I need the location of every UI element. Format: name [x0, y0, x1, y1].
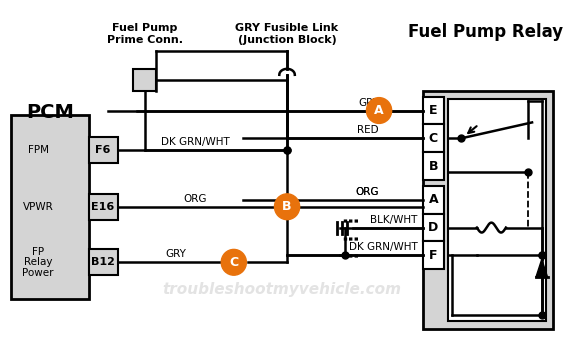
Text: A: A [429, 193, 438, 206]
Bar [423, 124, 444, 152]
Text: D: D [428, 221, 438, 234]
Text: ⋮⋮⋮: ⋮⋮⋮ [336, 203, 354, 257]
Polygon shape [536, 259, 548, 277]
Bar [423, 214, 444, 241]
Bar [133, 69, 157, 91]
Text: B12: B12 [91, 257, 115, 267]
Text: VPWR: VPWR [23, 202, 53, 212]
Bar [89, 250, 118, 275]
Bar [423, 152, 444, 180]
Bar [423, 97, 444, 124]
Bar [448, 99, 546, 321]
Bar [89, 194, 118, 220]
Text: GRY: GRY [165, 249, 186, 259]
Text: Fuel Pump Relay: Fuel Pump Relay [408, 23, 563, 41]
Text: troubleshootmyvehicle.com: troubleshootmyvehicle.com [163, 282, 402, 296]
Bar [423, 91, 553, 329]
Bar [89, 137, 118, 163]
Text: C: C [429, 132, 438, 145]
Circle shape [274, 194, 300, 220]
Text: C: C [229, 256, 238, 269]
Text: A: A [374, 104, 384, 117]
Text: PCM: PCM [26, 103, 74, 121]
Text: ORG: ORG [356, 187, 379, 197]
Text: Fuel Pump
Prime Conn.: Fuel Pump Prime Conn. [107, 23, 183, 45]
Bar [423, 186, 444, 214]
Text: GRY Fusible Link
(Junction Block): GRY Fusible Link (Junction Block) [235, 23, 339, 45]
Text: ORG: ORG [183, 194, 207, 204]
Text: F: F [429, 249, 437, 262]
Text: RED: RED [357, 125, 379, 135]
Circle shape [367, 98, 392, 124]
Text: DK GRN/WHT: DK GRN/WHT [349, 243, 418, 252]
Text: ORG: ORG [356, 187, 379, 197]
Text: FP
Relay
Power: FP Relay Power [23, 246, 54, 278]
Text: F6: F6 [95, 145, 111, 155]
Bar [11, 116, 89, 299]
Circle shape [221, 250, 246, 275]
Text: B: B [282, 200, 292, 213]
Text: B: B [429, 160, 438, 173]
Text: E: E [429, 104, 437, 117]
Text: GRY: GRY [358, 98, 379, 107]
Bar [423, 241, 444, 269]
Text: FPM: FPM [28, 145, 49, 155]
Text: DK GRN/WHT: DK GRN/WHT [161, 137, 230, 147]
Text: BLK/WHT: BLK/WHT [371, 215, 418, 225]
Text: E16: E16 [92, 202, 115, 212]
